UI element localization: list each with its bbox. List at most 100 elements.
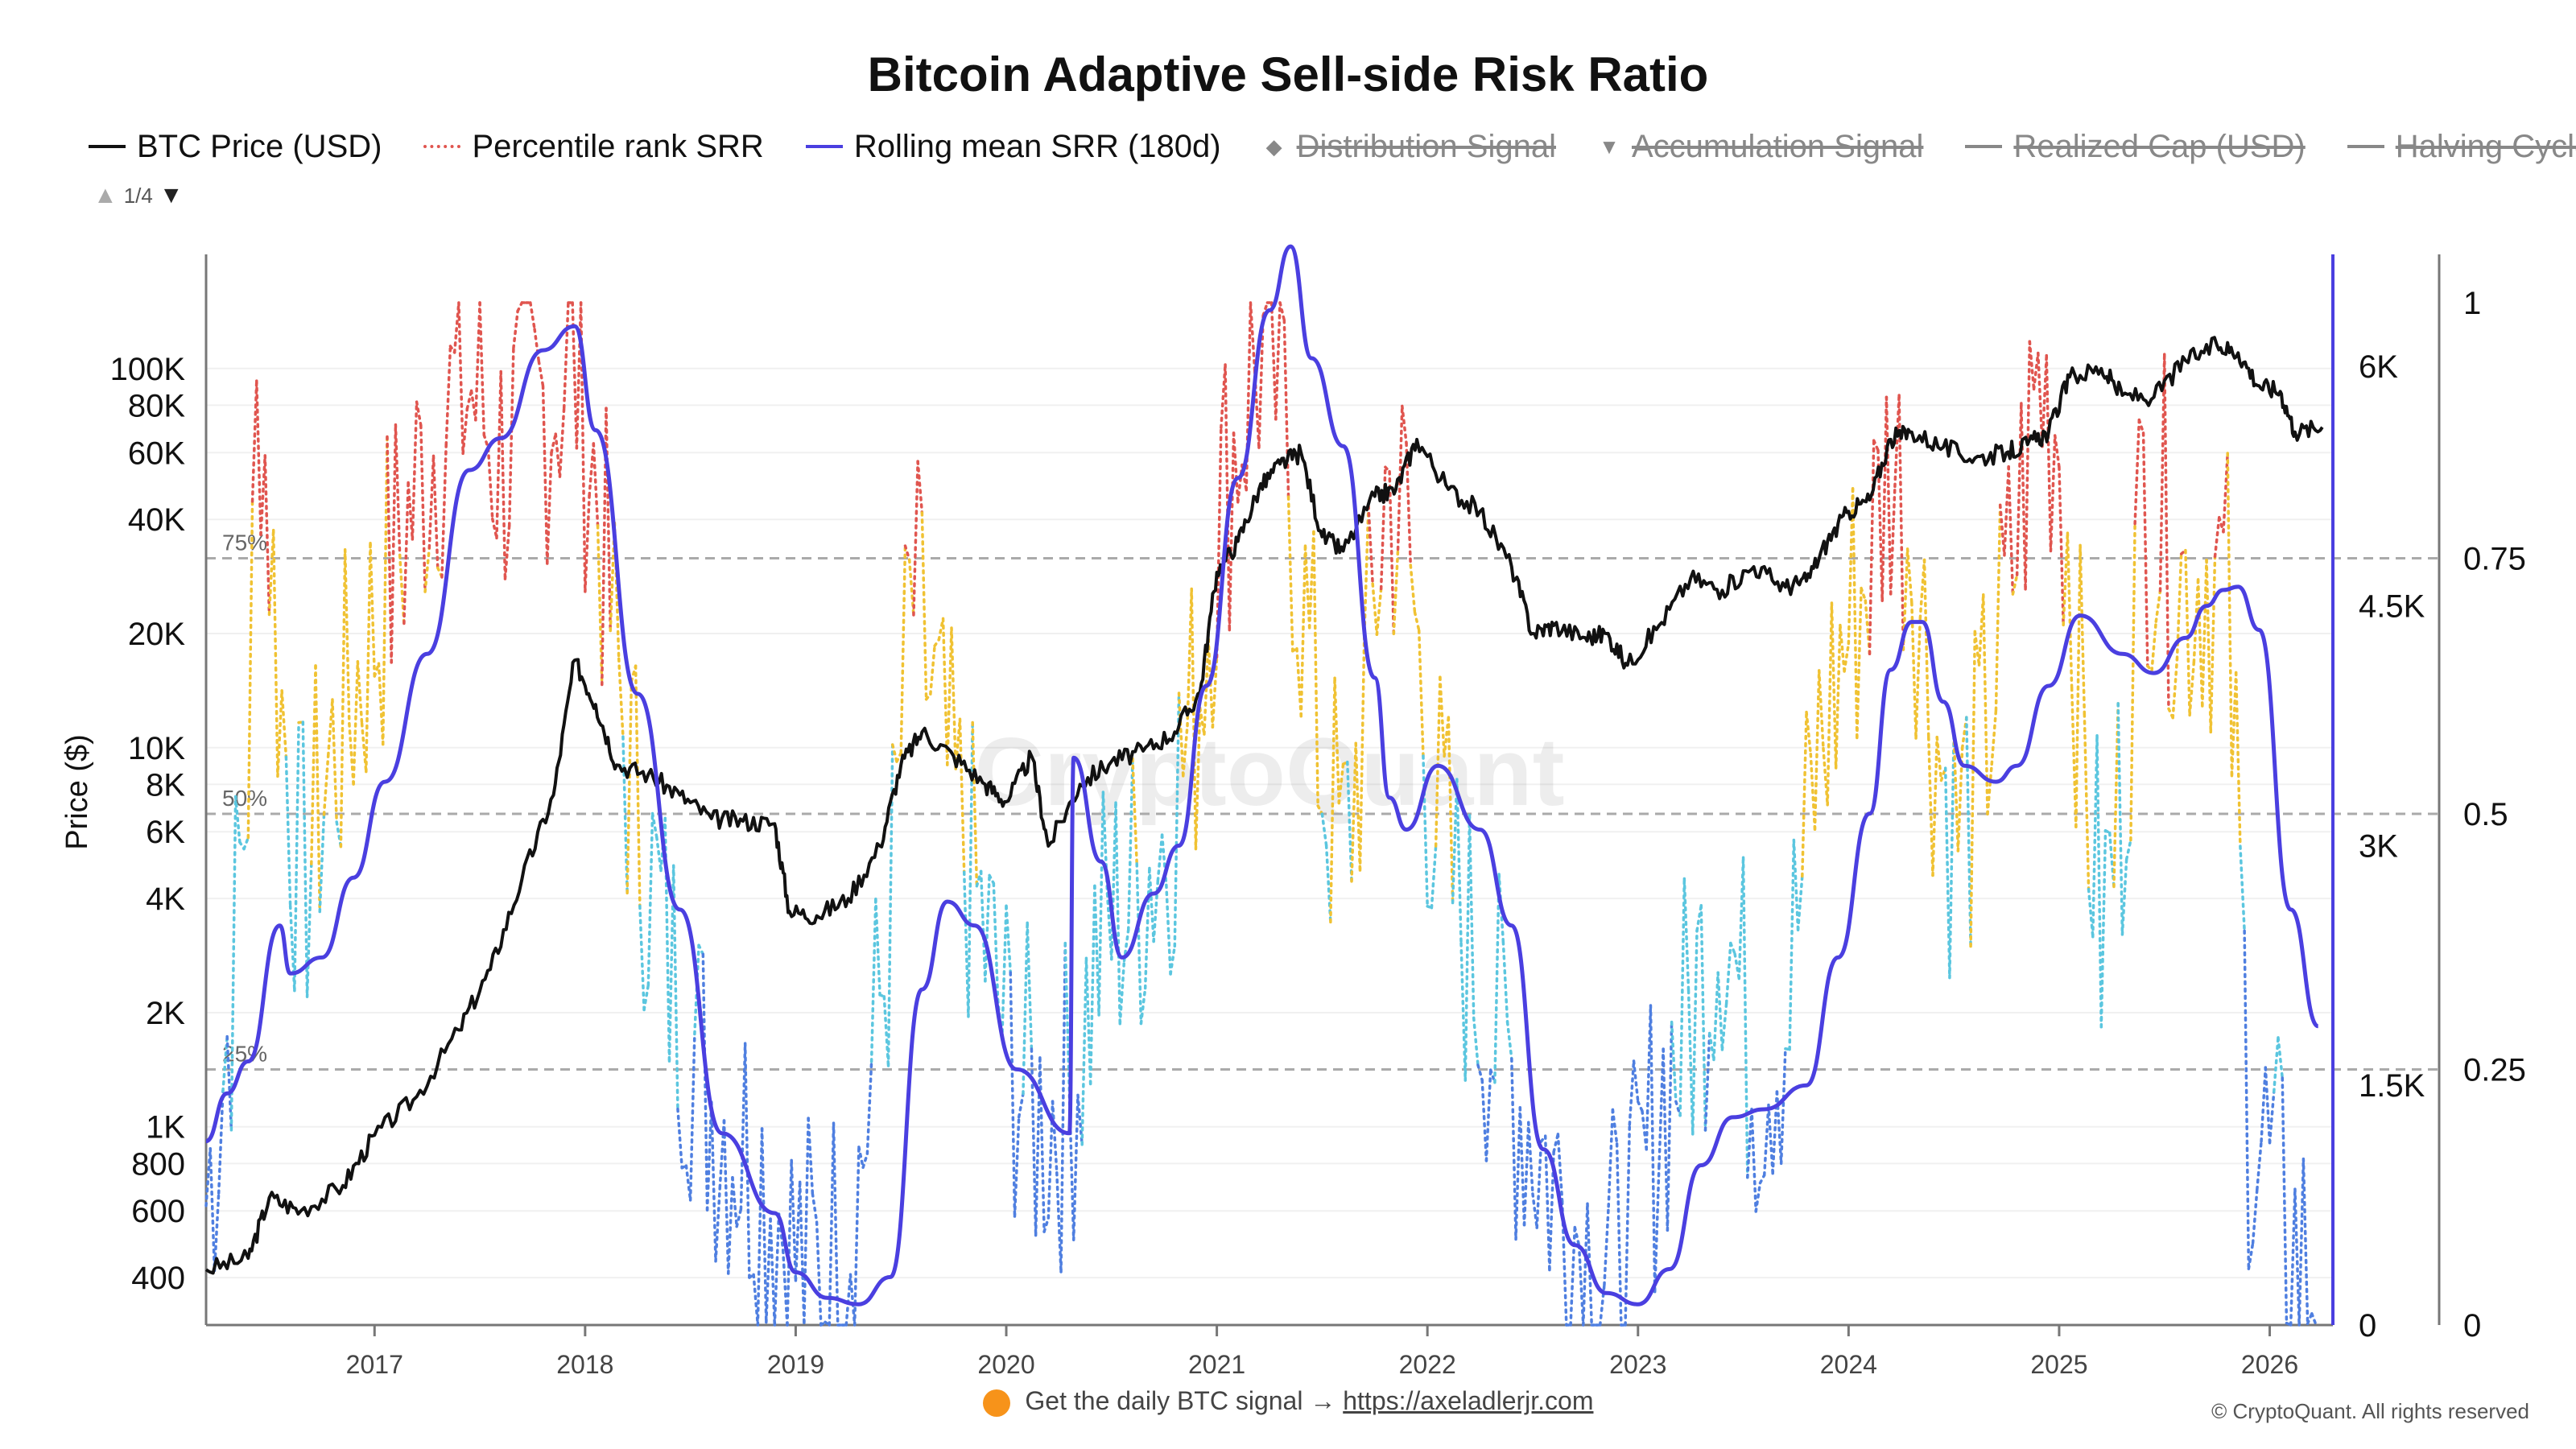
right-inner-tick-label: 3K xyxy=(2359,828,2398,864)
percentile-rank-segment xyxy=(1691,929,1699,1136)
percentile-rank-segment xyxy=(1110,801,1117,961)
percentile-rank-segment xyxy=(1603,1204,1610,1287)
footer: Get the daily BTC signal → https://axela… xyxy=(0,1386,2576,1417)
percentile-rank-segment xyxy=(676,1107,683,1170)
x-tick-label: 2023 xyxy=(1609,1350,1666,1379)
legend-item-percentile-rank[interactable]: Percentile rank SRR xyxy=(423,129,764,165)
percentile-rank-segment xyxy=(394,423,402,557)
percentile-rank-segment xyxy=(461,407,469,456)
percentile-rank-segment xyxy=(1455,778,1463,945)
percentile-rank-segment xyxy=(819,1320,827,1327)
percentile-rank-segment xyxy=(1350,741,1357,883)
y-tick-label: 6K xyxy=(146,815,185,850)
rolling-mean-srr-line xyxy=(204,244,2319,1307)
percentile-rank-segment xyxy=(1430,844,1438,910)
percentile-rank-segment xyxy=(208,1146,217,1273)
percentile-rank-segment xyxy=(1998,503,2006,557)
pager-down-icon[interactable]: ▼ xyxy=(159,182,184,208)
percentile-rank-segment xyxy=(743,1042,751,1279)
legend-label: Distribution Signal xyxy=(1296,128,1556,164)
percentile-rank-segment xyxy=(1851,486,1859,740)
percentile-rank-segment xyxy=(916,460,924,514)
pager-up-icon[interactable]: ▲ xyxy=(93,182,118,208)
percentile-rank-segment xyxy=(1994,503,2002,712)
percentile-rank-segment xyxy=(1872,439,1880,452)
grey-line-icon xyxy=(1965,145,2003,148)
y-tick-label: 60K xyxy=(128,436,185,471)
right-inner-tick-label: 6K xyxy=(2359,349,2398,385)
percentile-rank-segment xyxy=(1160,833,1168,887)
percentile-rank-segment xyxy=(1088,884,1096,1086)
percentile-rank-segment xyxy=(233,795,242,844)
percentile-rank-segment xyxy=(1750,1107,1758,1213)
percentile-rank-segment xyxy=(1598,1283,1606,1327)
percentile-rank-segment xyxy=(2074,543,2082,828)
right-inner-tick-label: 4.5K xyxy=(2359,589,2425,625)
legend-item-realized-cap[interactable]: Realized Cap (USD) xyxy=(1965,129,2306,165)
legend-item-accumulation-signal[interactable]: ▼ Accumulation Signal xyxy=(1598,129,1923,165)
percentile-rank-segment xyxy=(1834,623,1842,770)
percentile-rank-segment xyxy=(1409,564,1417,614)
percentile-rank-segment xyxy=(781,1249,789,1327)
percentile-rank-segment xyxy=(865,1060,873,1155)
legend-item-rolling-mean[interactable]: Rolling mean SRR (180d) xyxy=(805,129,1221,165)
percentile-rank-segment xyxy=(1682,877,1690,993)
percentile-rank-segment xyxy=(444,345,452,447)
percentile-rank-segment xyxy=(1005,904,1013,974)
percentile-rank-segment xyxy=(360,722,368,774)
y-tick-label: 40K xyxy=(128,502,185,538)
percentile-rank-segment xyxy=(735,1208,743,1228)
percentile-rank-segment xyxy=(427,454,436,550)
percentile-rank-segment xyxy=(979,869,987,983)
percentile-rank-segment xyxy=(1830,601,1838,770)
percentile-rank-segment xyxy=(824,1320,832,1327)
legend-item-halving-cycle[interactable]: Halving Cycle xyxy=(2347,129,2576,165)
percentile-rank-segment xyxy=(1720,1001,1728,1051)
percentile-rank-segment xyxy=(634,664,642,908)
percentile-rank-segment xyxy=(663,816,671,1063)
percentile-rank-segment xyxy=(288,904,296,993)
percentile-rank-segment xyxy=(1632,1059,1640,1104)
percentile-rank-segment xyxy=(2003,464,2010,557)
percentile-rank-segment xyxy=(390,423,398,664)
percentile-rank-segment xyxy=(1535,1140,1543,1229)
percentile-rank-segment xyxy=(671,864,679,1111)
percentile-rank-segment xyxy=(1422,754,1429,908)
percentile-rank-segment xyxy=(1291,647,1298,653)
pager-text: 1/4 xyxy=(123,183,153,208)
percentile-rank-segment xyxy=(2213,515,2221,559)
percentile-rank-segment xyxy=(2268,1090,2276,1145)
percentile-rank-segment xyxy=(482,433,490,450)
percentile-rank-segment xyxy=(541,384,549,565)
percentile-rank-segment xyxy=(701,952,709,1212)
percentile-rank-segment xyxy=(971,720,979,888)
percentile-rank-segment xyxy=(1488,1068,1496,1084)
percentile-rank-segment xyxy=(1367,505,1374,585)
percentile-rank-segment xyxy=(1746,1107,1753,1179)
percentile-rank-segment xyxy=(1931,736,1938,877)
percentile-rank-segment xyxy=(1169,944,1177,976)
percentile-rank-segment xyxy=(1703,1031,1711,1132)
percentile-rank-segment xyxy=(1809,752,1817,832)
right-outer-tick-label: 0.75 xyxy=(2463,542,2526,577)
percentile-rank-srr-series xyxy=(204,301,2318,1327)
percentile-rank-segment xyxy=(310,664,317,865)
legend-item-btc-price[interactable]: BTC Price (USD) xyxy=(89,129,382,165)
percentile-rank-segment xyxy=(1649,1004,1657,1294)
percentile-rank-segment xyxy=(2281,1076,2289,1325)
percentile-rank-segment xyxy=(2293,1187,2301,1327)
percentile-rank-segment xyxy=(1241,463,1248,492)
percentile-rank-segment xyxy=(1148,866,1155,943)
percentile-rank-segment xyxy=(1228,431,1236,632)
percentile-rank-segment xyxy=(1910,601,1918,740)
percentile-rank-segment xyxy=(903,544,911,562)
percentile-rank-segment xyxy=(229,795,237,1132)
percentile-rank-segment xyxy=(2226,452,2234,778)
percentile-rank-segment xyxy=(1253,369,1261,449)
percentile-rank-segment xyxy=(1388,470,1396,636)
legend-item-distribution-signal[interactable]: ◆ Distribution Signal xyxy=(1263,129,1556,165)
footer-link[interactable]: https://axeladlerjr.com xyxy=(1343,1386,1594,1415)
percentile-rank-segment xyxy=(2079,543,2087,716)
percentile-rank-segment xyxy=(811,1192,819,1224)
percentile-rank-segment xyxy=(1071,1093,1080,1241)
